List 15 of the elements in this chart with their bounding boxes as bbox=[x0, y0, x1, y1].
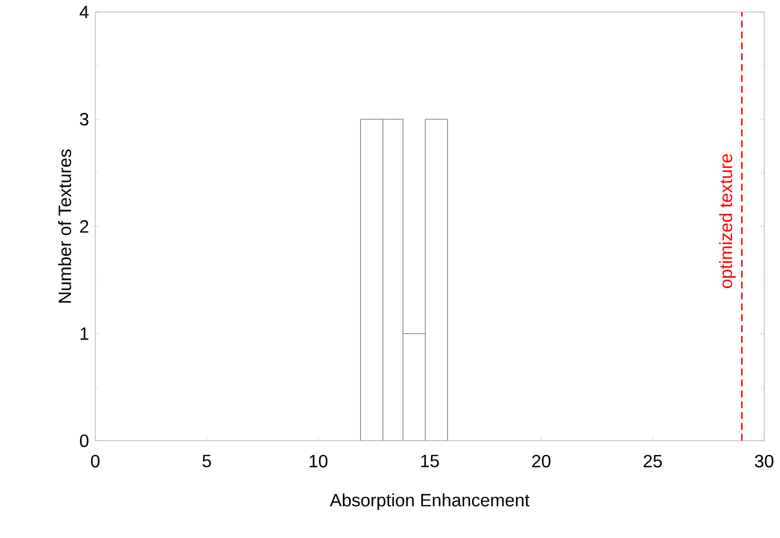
y-axis-title: Number of Textures bbox=[58, 149, 72, 303]
x-tick-label: 10 bbox=[310, 454, 328, 468]
y-tick-label: 3 bbox=[80, 112, 88, 126]
x-axis-title: Absorption Enhancement bbox=[330, 493, 530, 510]
x-tick-label: 25 bbox=[644, 454, 662, 468]
x-tick-label: 15 bbox=[421, 454, 439, 468]
x-tick-label: 20 bbox=[532, 454, 550, 468]
y-tick-label: 0 bbox=[80, 434, 88, 448]
x-tick-label: 30 bbox=[754, 454, 774, 468]
x-tick-label: 0 bbox=[91, 454, 100, 468]
y-tick-label: 2 bbox=[80, 220, 88, 233]
x-tick-label: 5 bbox=[202, 454, 211, 468]
y-tick-label: 1 bbox=[80, 327, 88, 340]
ref-line-label: optimized texture bbox=[719, 154, 736, 288]
y-tick-label: 4 bbox=[80, 6, 89, 18]
